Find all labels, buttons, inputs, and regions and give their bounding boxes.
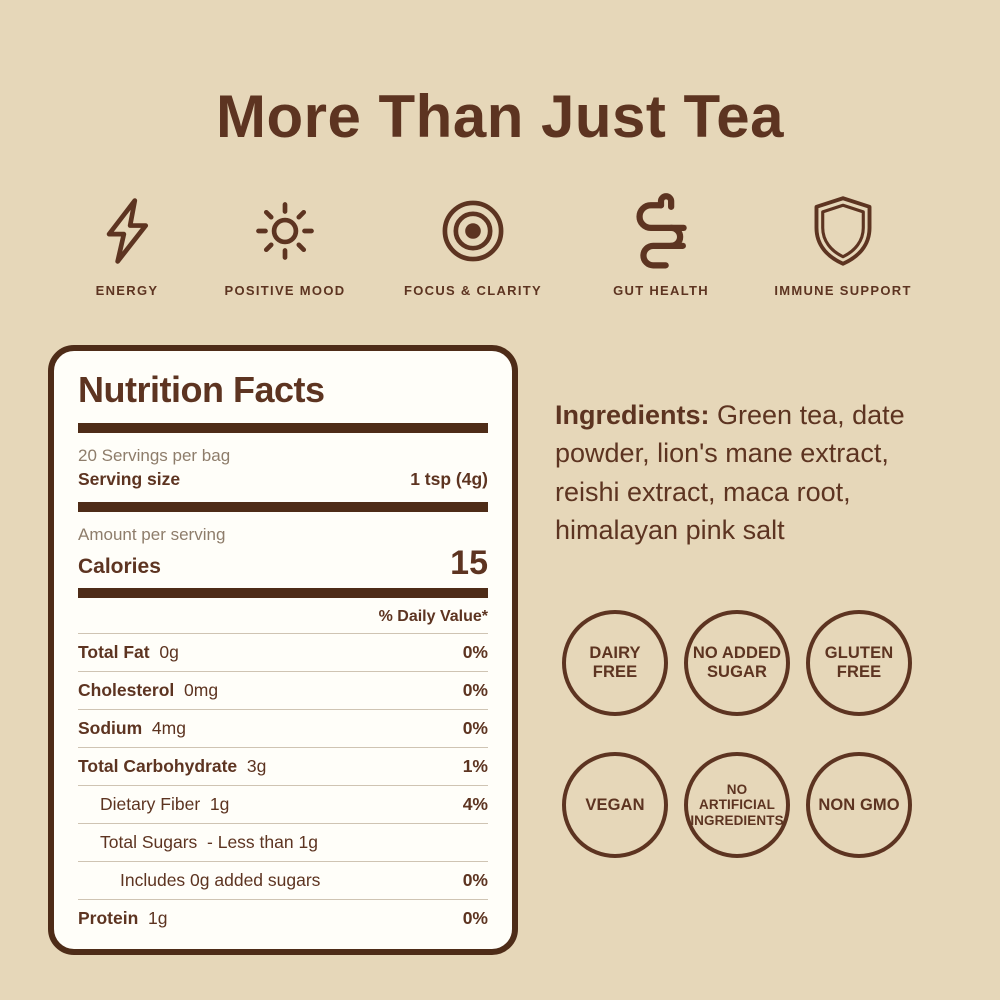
daily-value-percent: 4% <box>462 794 488 815</box>
badge-dairy-free: DAIRY FREE <box>562 610 668 716</box>
nutrition-facts-title: Nutrition Facts <box>78 369 325 410</box>
amount-per-serving-label: Amount per serving <box>78 525 226 544</box>
serving-size-label: Serving size <box>78 469 181 489</box>
serving-size-value: 1 tsp (4g) <box>410 469 488 489</box>
table-row: Includes 0g added sugars 0% <box>78 862 488 901</box>
nutrient-rows: Total Fat 0g 0% Cholesterol 0mg 0% Sodium 4m… <box>78 634 488 937</box>
badge-vegan: VEGAN <box>562 752 668 858</box>
benefit-gut-health: GUT HEALTH <box>566 190 756 298</box>
nutrient-name-amount: Sodium 4mg <box>78 718 186 739</box>
benefit-focus-clarity: FOCUS & CLARITY <box>378 190 568 298</box>
benefit-label: FOCUS & CLARITY <box>404 283 542 298</box>
benefits-row: ENERGY POSITIVE MOOD FOCUS & CLARITY GUT HE… <box>0 190 1000 305</box>
badge-line: NO ADDED <box>692 644 782 663</box>
benefit-positive-mood: POSITIVE MOOD <box>190 190 380 298</box>
serving-size-row: Serving size 1 tsp (4g) <box>78 469 488 502</box>
badge-line: SUGAR <box>706 663 768 681</box>
table-row: Total Fat 0g 0% <box>78 634 488 673</box>
nutrient-name-amount: Total Carbohydrate 3g <box>78 756 267 777</box>
badge-line: INGREDIENTS <box>690 812 784 828</box>
table-row: Protein 1g 0% <box>78 900 488 937</box>
nutrient-name-amount: Total Sugars - Less than 1g <box>100 832 318 853</box>
ingredients-label: Ingredients: <box>555 400 710 430</box>
badge-gluten-free: GLUTEN FREE <box>806 610 912 716</box>
benefit-label: ENERGY <box>95 283 159 298</box>
servings-per-bag: 20 Servings per bag <box>78 446 231 465</box>
badge-line: VEGAN <box>585 795 645 814</box>
page-title: More Than Just Tea <box>216 83 784 150</box>
benefit-label: GUT HEALTH <box>613 283 709 298</box>
nutrient-name-amount: Cholesterol 0mg <box>78 680 219 701</box>
daily-value-percent: 0% <box>462 680 488 701</box>
gut-icon <box>622 190 700 272</box>
benefit-label: IMMUNE SUPPORT <box>774 283 912 298</box>
daily-value-percent: 0% <box>462 718 488 739</box>
ingredients-text: Green tea, date powder, lion's mane extr… <box>555 400 905 545</box>
thick-divider <box>78 502 488 512</box>
badge-line: ARTIFICIAL <box>699 797 775 813</box>
badge-line: NON GMO <box>818 795 900 814</box>
table-row: Total Sugars - Less than 1g <box>78 824 488 863</box>
table-row: Sodium 4mg 0% <box>78 710 488 749</box>
nutrient-name-amount: Protein 1g <box>78 908 168 929</box>
badges-grid: DAIRY FREE NO ADDED SUGAR GLUTEN FREE VEGAN NO A… <box>562 610 918 858</box>
badge-no-artificial-ingredients: NO ARTIFICIAL INGREDIENTS <box>684 752 790 858</box>
badge-line: DAIRY <box>589 644 641 663</box>
benefit-label: POSITIVE MOOD <box>224 283 346 298</box>
calories-value: 15 <box>450 544 488 582</box>
table-row: Cholesterol 0mg 0% <box>78 672 488 711</box>
nutrient-name-amount: Includes 0g added sugars <box>120 870 321 891</box>
daily-value-percent: 0% <box>462 642 488 663</box>
nutrient-name-amount: Total Fat 0g <box>78 642 179 663</box>
thick-divider <box>78 423 488 433</box>
target-icon <box>434 190 512 272</box>
nutrient-name-amount: Dietary Fiber 1g <box>100 794 230 815</box>
daily-value-percent: 1% <box>462 756 488 777</box>
daily-value-percent: 0% <box>462 908 488 929</box>
lightning-icon <box>88 190 166 272</box>
badge-no-added-sugar: NO ADDED SUGAR <box>684 610 790 716</box>
ingredients-paragraph: Ingredients: Green tea, date powder, lio… <box>555 396 933 549</box>
benefit-immune-support: IMMUNE SUPPORT <box>748 190 938 298</box>
calories-row: Calories 15 <box>78 544 488 588</box>
calories-label: Calories <box>78 555 161 579</box>
thick-divider <box>78 588 488 599</box>
badge-line: FREE <box>592 663 638 681</box>
daily-value-percent: 0% <box>462 870 488 891</box>
badge-non-gmo: NON GMO <box>806 752 912 858</box>
table-row: Dietary Fiber 1g 4% <box>78 786 488 825</box>
table-row: Total Carbohydrate 3g 1% <box>78 748 488 787</box>
shield-icon <box>804 190 882 272</box>
benefit-energy: ENERGY <box>32 190 222 298</box>
daily-value-header: % Daily Value* <box>78 598 488 635</box>
nutrition-facts-panel: Nutrition Facts 20 Servings per bag Serv… <box>48 345 518 955</box>
sun-icon <box>246 190 324 272</box>
badge-line: FREE <box>836 663 882 681</box>
badge-line: GLUTEN <box>824 644 894 663</box>
badge-line: NO <box>726 781 748 797</box>
